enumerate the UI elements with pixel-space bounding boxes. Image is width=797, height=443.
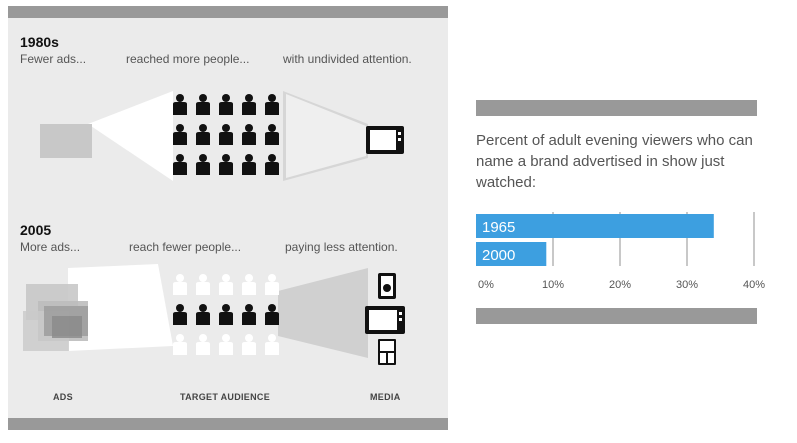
person-icon <box>242 154 256 175</box>
bar-chart: 0% 10% 20% 30% 40% 1965 2000 <box>476 212 765 291</box>
year-2005-label: 2005 <box>20 222 52 238</box>
person-icon <box>265 304 279 325</box>
chart-question: Percent of adult evening viewers who can… <box>476 132 753 191</box>
infographic-art <box>23 91 405 365</box>
caption-reach-fewer-people: reach fewer people... <box>129 240 242 254</box>
media-beam-2005 <box>278 268 368 358</box>
x-tick-label: 10% <box>542 279 564 291</box>
footer-media-label: MEDIA <box>370 392 401 402</box>
caption-reached-more-people: reached more people... <box>126 52 250 66</box>
person-icon <box>265 124 279 145</box>
x-tick-label: 0% <box>478 279 494 291</box>
person-icon <box>242 94 256 115</box>
person-icon <box>196 304 210 325</box>
ad-block-1980s <box>40 124 92 158</box>
person-icon <box>196 94 210 115</box>
person-icon <box>173 274 187 295</box>
person-icon <box>196 154 210 175</box>
x-tick-label: 20% <box>609 279 631 291</box>
ad-beam-2005 <box>68 264 173 351</box>
person-icon <box>265 274 279 295</box>
person-icon <box>219 304 233 325</box>
caption-less-attention: paying less attention. <box>285 240 398 254</box>
bar-1965 <box>476 214 714 238</box>
person-icon <box>242 274 256 295</box>
person-icon <box>196 274 210 295</box>
tv-icon-1980s <box>366 126 404 154</box>
audience-2005 <box>173 274 279 355</box>
bar-label-2000: 2000 <box>482 247 515 264</box>
x-tick-label: 40% <box>743 279 765 291</box>
person-icon <box>242 304 256 325</box>
phone-icon-2005 <box>378 273 396 299</box>
right-bottom-bar <box>476 308 757 324</box>
tv-icon-2005 <box>365 306 405 334</box>
tablet-icon-2005 <box>378 339 396 365</box>
person-icon <box>242 124 256 145</box>
x-tick-label: 30% <box>676 279 698 291</box>
bottom-frame-bar <box>8 418 448 430</box>
right-top-bar <box>476 100 757 116</box>
caption-undivided-attention: with undivided attention. <box>283 52 412 66</box>
person-icon <box>219 274 233 295</box>
person-icon <box>173 94 187 115</box>
person-icon <box>265 154 279 175</box>
person-icon <box>196 124 210 145</box>
footer-target-audience-label: TARGET AUDIENCE <box>180 392 270 402</box>
year-1980s-label: 1980s <box>20 34 59 50</box>
person-icon <box>173 124 187 145</box>
person-icon <box>219 94 233 115</box>
person-icon <box>173 154 187 175</box>
person-icon <box>265 334 279 355</box>
ad-beam-1980s <box>88 91 173 181</box>
person-icon <box>173 304 187 325</box>
bar-label-1965: 1965 <box>482 219 515 236</box>
caption-fewer-ads: Fewer ads... <box>20 52 87 66</box>
person-icon <box>219 154 233 175</box>
bar-2000 <box>476 242 547 266</box>
person-icon <box>219 334 233 355</box>
caption-more-ads: More ads... <box>20 240 81 254</box>
person-icon <box>265 94 279 115</box>
top-frame-bar <box>8 6 448 18</box>
left-infographic-panel: 1980s Fewer ads... reached more people..… <box>8 6 448 430</box>
person-icon <box>196 334 210 355</box>
person-icon <box>173 334 187 355</box>
person-icon <box>242 334 256 355</box>
audience-1980s <box>173 94 279 175</box>
person-icon <box>219 124 233 145</box>
footer-ads-label: ADS <box>53 392 73 402</box>
